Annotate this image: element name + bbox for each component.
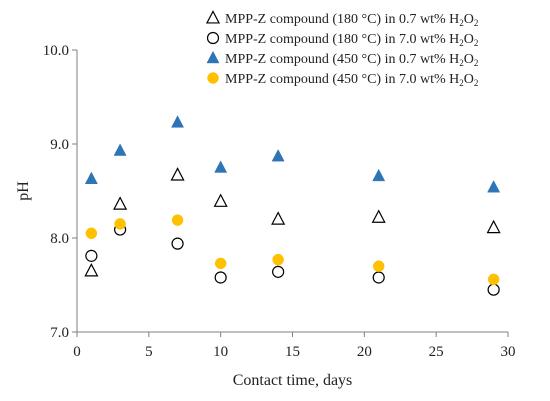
- data-point: [84, 171, 98, 184]
- data-point: [487, 180, 501, 193]
- x-tick-label: 0: [73, 344, 81, 360]
- legend-label: MPP-Z compound (450 °C) in 7.0 wt% H2O2: [225, 72, 478, 88]
- data-point: [113, 143, 127, 156]
- y-axis-title: pH: [15, 181, 32, 201]
- legend-marker: [206, 50, 220, 64]
- legend-item: MPP-Z compound (450 °C) in 7.0 wt% H2O2: [207, 72, 478, 88]
- x-tick-label: 30: [501, 344, 516, 360]
- data-point: [213, 193, 228, 207]
- y-tick-label: 10.0: [43, 43, 69, 59]
- series-2: [85, 223, 500, 296]
- data-point: [85, 249, 98, 262]
- legend-label: MPP-Z compound (450 °C) in 0.7 wt% H2O2: [225, 52, 478, 68]
- data-point: [171, 115, 185, 128]
- data-point: [214, 257, 227, 270]
- data-markers: [84, 115, 501, 296]
- x-tick-label: 15: [285, 344, 300, 360]
- data-point: [113, 196, 128, 210]
- legend-marker: [207, 72, 219, 84]
- y-tick-label: 8.0: [50, 231, 69, 247]
- series-3: [84, 115, 501, 193]
- data-point: [114, 218, 126, 230]
- data-point: [372, 260, 385, 272]
- y-tick-label: 7.0: [50, 325, 69, 341]
- data-point: [486, 219, 501, 234]
- legend: MPP-Z compound (180 °C) in 0.7 wt% H2O2 M…: [205, 10, 478, 88]
- data-point: [271, 149, 285, 162]
- data-point: [371, 209, 386, 223]
- data-point: [214, 160, 228, 173]
- data-point: [171, 237, 184, 250]
- data-point: [85, 227, 98, 240]
- legend-item: MPP-Z compound (180 °C) in 7.0 wt% H2O2: [206, 31, 478, 48]
- legend-marker: [205, 10, 221, 24]
- data-point: [214, 271, 227, 284]
- legend-label: MPP-Z compound (180 °C) in 0.7 wt% H2O2: [225, 12, 478, 28]
- x-tick-label: 10: [213, 344, 228, 360]
- data-point: [487, 273, 500, 286]
- series-4: [85, 214, 500, 286]
- data-point: [272, 253, 284, 266]
- data-point: [171, 214, 184, 226]
- data-point: [487, 283, 500, 296]
- legend-item: MPP-Z compound (180 °C) in 0.7 wt% H2O2: [205, 10, 478, 28]
- data-point: [372, 271, 385, 284]
- legend-marker: [206, 31, 220, 45]
- data-point: [84, 263, 99, 277]
- x-axis-title: Contact time, days: [233, 372, 353, 389]
- legend-label: MPP-Z compound (180 °C) in 7.0 wt% H2O2: [225, 32, 478, 48]
- data-point: [271, 211, 286, 225]
- data-point: [272, 265, 285, 278]
- x-tick-label: 20: [357, 344, 372, 360]
- series-1: [84, 167, 501, 277]
- axes: 0 5 10 15 20 25 30 7.0 8.0 9.0 10.0: [43, 43, 516, 360]
- x-tick-label: 25: [429, 344, 444, 360]
- data-point: [372, 168, 386, 182]
- y-tick-label: 9.0: [50, 137, 69, 153]
- x-tick-label: 5: [145, 344, 153, 360]
- legend-item: MPP-Z compound (450 °C) in 0.7 wt% H2O2: [206, 50, 478, 68]
- data-point: [170, 167, 185, 181]
